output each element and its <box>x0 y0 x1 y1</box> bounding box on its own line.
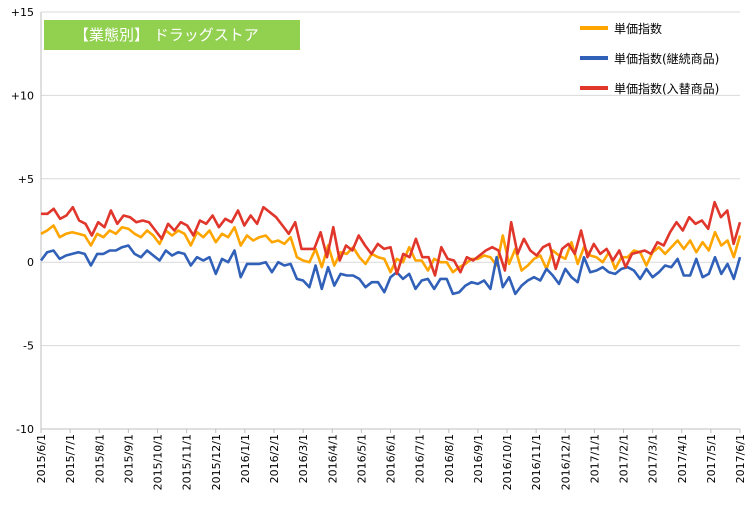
x-tick-label: 2016/11/1 <box>530 434 543 490</box>
legend-label: 単価指数(入替商品) <box>614 82 720 96</box>
x-tick-label: 2016/1/1 <box>239 434 252 483</box>
x-tick-label: 2016/10/1 <box>501 434 514 490</box>
series-line-2 <box>41 200 742 277</box>
x-tick-label: 2015/7/1 <box>64 434 77 483</box>
series-line-0 <box>40 224 742 274</box>
legend-swatch <box>580 56 608 60</box>
x-tick-label: 2015/11/1 <box>181 434 194 490</box>
x-tick-label: 2016/7/1 <box>414 434 427 483</box>
x-tick-label: 2017/1/1 <box>588 434 601 483</box>
x-tick-label: 2017/2/1 <box>618 434 631 483</box>
legend-label: 単価指数(継続商品) <box>614 52 720 66</box>
x-tick-label: 2016/4/1 <box>326 434 339 483</box>
x-tick-label: 2016/5/1 <box>355 434 368 483</box>
x-tick-label: 2016/2/1 <box>268 434 281 483</box>
series-lines <box>39 200 742 296</box>
x-tick-label: 2015/9/1 <box>122 434 135 483</box>
x-tick-label: 2017/4/1 <box>676 434 689 483</box>
x-tick-label: 2015/6/1 <box>35 434 48 483</box>
y-tick-label: -5 <box>23 340 34 353</box>
x-tick-label: 2015/8/1 <box>93 434 106 483</box>
series-line-1 <box>39 244 742 296</box>
legend-label: 単価指数 <box>614 22 663 36</box>
y-tick-label: +10 <box>11 89 34 102</box>
y-tick-label: 0 <box>27 256 34 269</box>
y-tick-label: +15 <box>11 6 34 19</box>
x-tick-label: 2017/6/1 <box>734 434 746 483</box>
x-tick-label: 2016/6/1 <box>385 434 398 483</box>
x-tick-label: 2016/3/1 <box>297 434 310 483</box>
y-tick-label: +5 <box>18 173 34 186</box>
x-tick-label: 2017/5/1 <box>705 434 718 483</box>
chart-title: 【業態別】 ドラッグストア <box>44 20 300 50</box>
x-tick-label: 2017/3/1 <box>647 434 660 483</box>
y-tick-label: -10 <box>16 423 34 436</box>
legend-swatch <box>580 86 608 90</box>
x-tick-label: 2016/12/1 <box>559 434 572 490</box>
legend-swatch <box>580 26 608 30</box>
x-tick-label: 2015/12/1 <box>210 434 223 490</box>
x-tick-label: 2016/8/1 <box>443 434 456 483</box>
x-tick-label: 2016/9/1 <box>472 434 485 483</box>
y-tick-labels: -10 -5 0 +5 +10 +15 <box>11 6 34 436</box>
x-tick-labels: 2015/6/1 2015/7/1 2015/8/1 2015/9/1 2015/10/… <box>35 429 746 490</box>
x-tick-label: 2015/10/1 <box>152 434 165 490</box>
